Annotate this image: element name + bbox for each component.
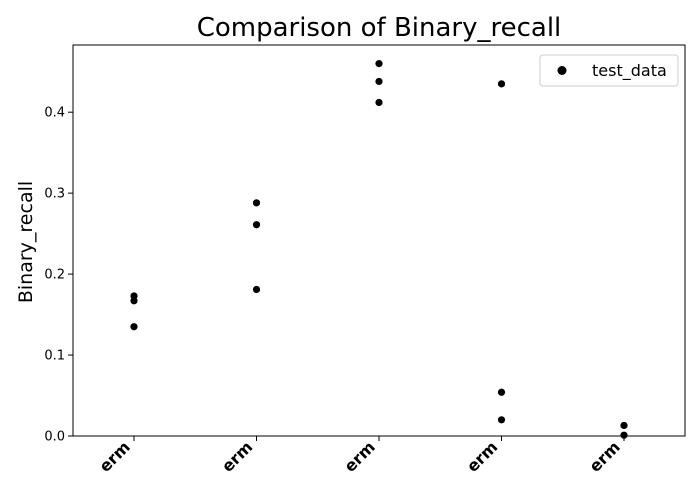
legend-marker	[557, 66, 567, 75]
legend-box	[539, 54, 679, 87]
data-point	[620, 421, 628, 430]
data-point	[252, 199, 261, 207]
data-point	[497, 80, 506, 88]
x-tick-label: erm	[218, 437, 256, 475]
y-tick-label: 0.1	[44, 349, 65, 364]
y-axis-ticks: 0.0 0.1 0.2 0.3 0.4	[44, 106, 73, 445]
data-point	[375, 98, 383, 107]
data-point	[252, 221, 261, 229]
data-point	[497, 388, 506, 396]
x-tick-label: erm	[463, 437, 501, 475]
x-axis-ticks: erm erm erm erm erm	[95, 436, 625, 476]
y-tick-label: 0.4	[44, 106, 65, 121]
data-point	[375, 77, 383, 86]
legend: test_data	[539, 54, 679, 87]
chart-title: Comparison of Binary_recall	[197, 13, 562, 43]
x-tick-label: erm	[95, 437, 133, 475]
data-point	[620, 431, 628, 439]
y-tick-label: 0.0	[44, 430, 65, 445]
y-tick-label: 0.3	[44, 187, 65, 202]
y-axis-label: Binary_recall	[15, 181, 37, 303]
data-point	[252, 285, 261, 294]
data-point	[130, 323, 138, 331]
x-tick-label: erm	[340, 437, 378, 475]
x-tick-label: erm	[585, 437, 623, 475]
legend-label-test-data: test_data	[592, 61, 667, 81]
y-tick-label: 0.2	[44, 268, 65, 283]
scatter-points	[130, 60, 628, 439]
data-point	[130, 297, 138, 305]
data-point	[497, 416, 506, 424]
data-point	[375, 60, 383, 68]
